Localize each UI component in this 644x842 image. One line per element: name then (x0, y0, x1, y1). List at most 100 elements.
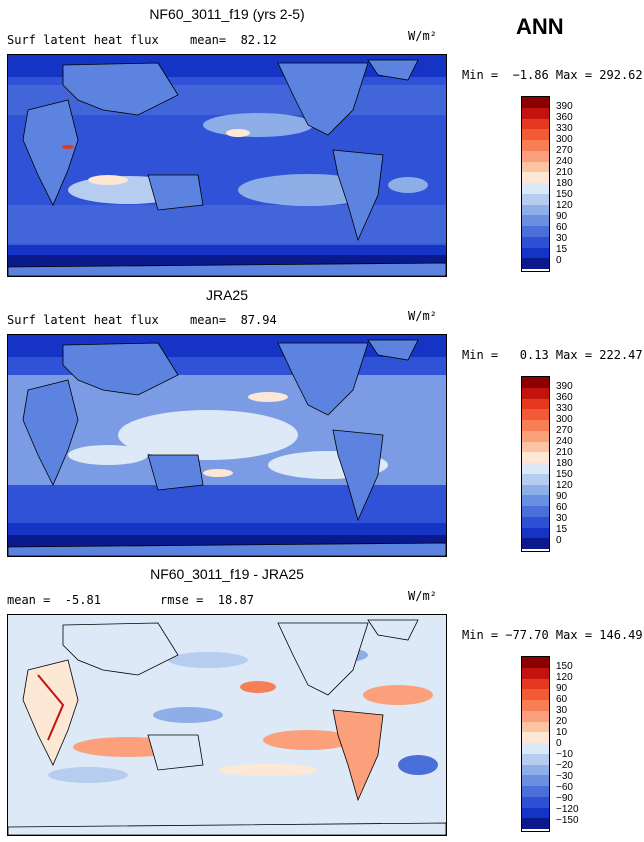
colorbar-segment (522, 807, 549, 819)
colorbar-tick-label: 30 (556, 705, 568, 716)
colorbar-segment (522, 236, 549, 248)
colorbar-tick-label: 60 (556, 694, 568, 705)
panel-1-minmax: Min = −1.86 Max = 292.62 (462, 68, 643, 82)
panel-2-title: JRA25 (205, 287, 249, 303)
colorbar-tick-label: 60 (556, 222, 568, 233)
colorbar-tick-label: 60 (556, 502, 568, 513)
colorbar-tick-label: 90 (556, 211, 568, 222)
colorbar-tick-label: 390 (556, 101, 573, 112)
panel-3-title: NF60_3011_f19 - JRA25 (150, 566, 304, 582)
colorbar-segment (522, 796, 549, 808)
colorbar-tick-label: 390 (556, 381, 573, 392)
colorbar-tick-label: 30 (556, 233, 568, 244)
colorbar-segment (522, 753, 549, 765)
colorbar-segment (522, 818, 549, 829)
colorbar-segment (522, 764, 549, 776)
colorbar-tick-label: −60 (556, 782, 573, 793)
colorbar-tick-label: 240 (556, 436, 573, 447)
colorbar-tick-label: 15 (556, 524, 568, 535)
colorbar-segment (522, 107, 549, 119)
colorbar-segment (522, 129, 549, 140)
colorbar-segment (522, 538, 549, 549)
colorbar-tick-label: 20 (556, 716, 568, 727)
colorbar-tick-label: 150 (556, 189, 573, 200)
colorbar-tick-label: 120 (556, 480, 573, 491)
panel-3-units: W/m² (408, 589, 437, 603)
colorbar-tick-label: 90 (556, 491, 568, 502)
colorbar-segment (522, 527, 549, 539)
colorbar-tick-label: 0 (556, 738, 562, 749)
colorbar-tick-label: 330 (556, 123, 573, 134)
colorbar-segment (522, 484, 549, 496)
panel-2-variable: Surf latent heat flux (7, 313, 159, 327)
colorbar-segment (522, 721, 549, 733)
colorbar-tick-label: 90 (556, 683, 568, 694)
colorbar-segment (522, 786, 549, 797)
panel-2-mean: mean= 87.94 (190, 313, 277, 327)
colorbar-tick-label: 300 (556, 134, 573, 145)
panel-3-rmse: rmse = 18.87 (160, 593, 254, 607)
colorbar-tick-label: 0 (556, 535, 562, 546)
colorbar-segment (522, 215, 549, 226)
colorbar-segment (522, 678, 549, 690)
colorbar-segment (522, 183, 549, 194)
panel-1-map (7, 54, 447, 277)
colorbar-segment (522, 258, 549, 269)
colorbar-segment (522, 775, 549, 786)
colorbar-segment (522, 247, 549, 259)
colorbar-tick-label: 300 (556, 414, 573, 425)
colorbar-tick-label: 270 (556, 145, 573, 156)
colorbar-segment (522, 657, 549, 668)
panel-3-map-svg (8, 615, 446, 835)
panel-3-mean: mean = -5.81 (7, 593, 101, 607)
colorbar-tick-label: 360 (556, 392, 573, 403)
colorbar-segment (522, 689, 549, 700)
colorbar-segment (522, 452, 549, 463)
colorbar-tick-label: 30 (556, 513, 568, 524)
colorbar-tick-label: 270 (556, 425, 573, 436)
colorbar-tick-label: 120 (556, 200, 573, 211)
colorbar-segment (522, 193, 549, 205)
panel-1-map-svg (8, 55, 446, 276)
colorbar-segment (522, 150, 549, 162)
colorbar-segment (522, 118, 549, 130)
colorbar-segment (522, 172, 549, 183)
colorbar-segment (522, 732, 549, 743)
colorbar-tick-label: 240 (556, 156, 573, 167)
colorbar-tick-label: −120 (556, 804, 579, 815)
colorbar-tick-label: 10 (556, 727, 568, 738)
colorbar-segment (522, 420, 549, 431)
colorbar-tick-label: 210 (556, 447, 573, 458)
colorbar-segment (522, 97, 549, 108)
colorbar-segment (522, 430, 549, 442)
panel-1-mean: mean= 82.12 (190, 33, 277, 47)
panel-2-colorbar (521, 376, 550, 552)
colorbar-tick-label: 150 (556, 469, 573, 480)
panel-1-units: W/m² (408, 29, 437, 43)
colorbar-segment (522, 743, 549, 754)
panel-2-map-svg (8, 335, 446, 556)
colorbar-tick-label: 150 (556, 661, 573, 672)
colorbar-tick-label: −10 (556, 749, 573, 760)
panel-1-colorbar (521, 96, 550, 272)
colorbar-tick-label: 15 (556, 244, 568, 255)
panel-2-units: W/m² (408, 309, 437, 323)
colorbar-tick-label: 0 (556, 255, 562, 266)
colorbar-segment (522, 398, 549, 410)
colorbar-tick-label: 360 (556, 112, 573, 123)
colorbar-tick-label: 180 (556, 458, 573, 469)
colorbar-segment (522, 441, 549, 453)
colorbar-segment (522, 387, 549, 399)
colorbar-segment (522, 463, 549, 474)
colorbar-segment (522, 161, 549, 173)
colorbar-tick-label: 210 (556, 167, 573, 178)
colorbar-tick-label: 120 (556, 672, 573, 683)
colorbar-segment (522, 506, 549, 517)
colorbar-segment (522, 710, 549, 722)
colorbar-tick-label: −30 (556, 771, 573, 782)
panel-2-map (7, 334, 447, 557)
colorbar-segment (522, 700, 549, 711)
colorbar-segment (522, 204, 549, 216)
panel-3-minmax: Min = −77.70 Max = 146.49 (462, 628, 643, 642)
colorbar-segment (522, 495, 549, 506)
